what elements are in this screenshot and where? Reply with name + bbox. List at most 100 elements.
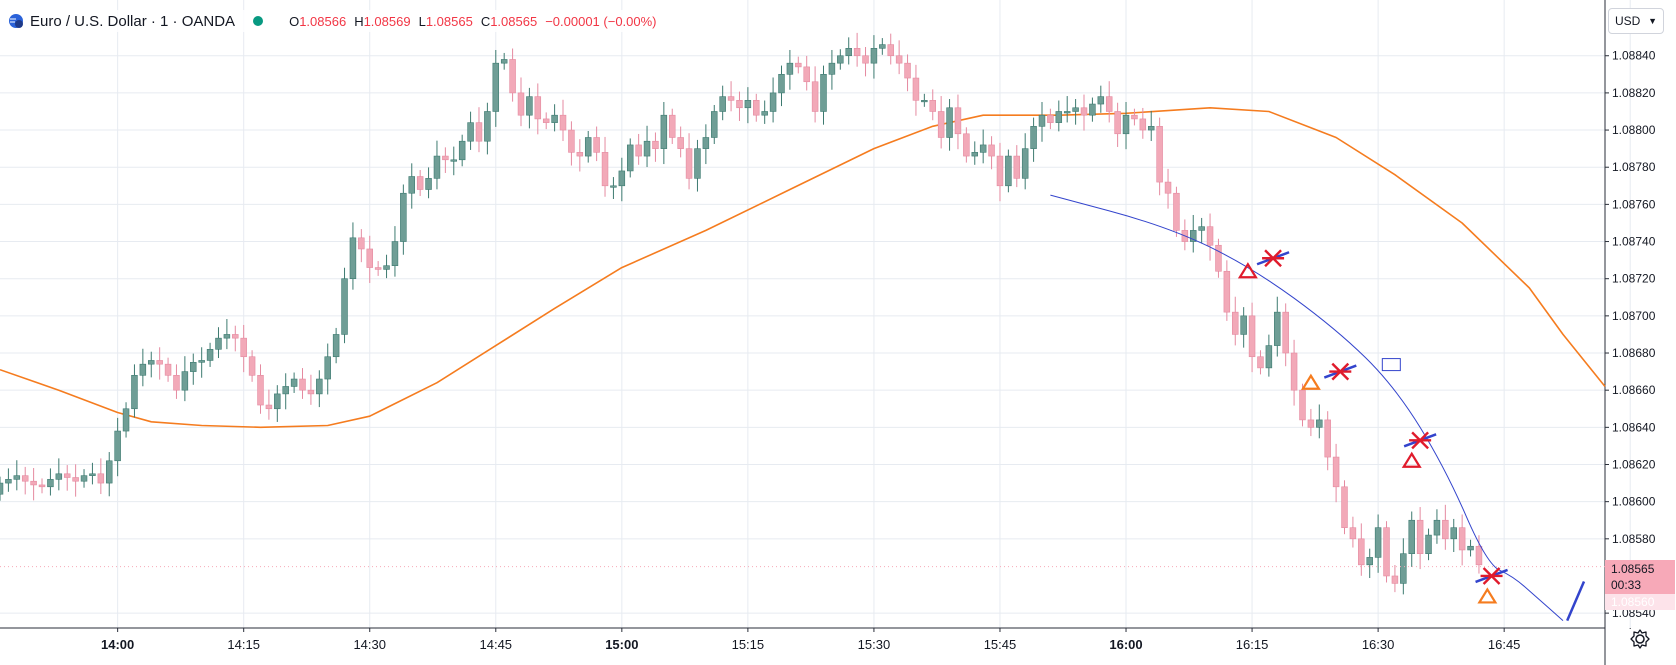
candle [257, 364, 264, 414]
candle [408, 163, 415, 209]
candle [803, 55, 810, 91]
candle [853, 32, 861, 67]
candle [47, 468, 54, 496]
candle [1240, 307, 1247, 348]
candle [971, 141, 979, 165]
candle [1400, 538, 1407, 595]
candle [929, 89, 936, 121]
candle [1383, 521, 1390, 583]
candle-body [937, 111, 945, 138]
candle-body [290, 378, 298, 387]
candle [223, 319, 231, 350]
candle [635, 133, 642, 165]
candle [1072, 99, 1079, 125]
candle-body [1299, 389, 1306, 421]
candle [1433, 509, 1441, 544]
candle [1089, 97, 1096, 122]
candle-body [652, 140, 659, 149]
candle-body [5, 479, 12, 484]
price-tick-label: 1.08700 [1612, 309, 1656, 323]
candle-body [475, 122, 483, 142]
candle-body [1114, 111, 1121, 135]
candle [433, 140, 441, 190]
candle [727, 81, 735, 112]
candle-body [1147, 126, 1155, 131]
candle [5, 468, 12, 492]
open-label: O [289, 13, 300, 29]
symbol-legend: Euro / U.S. Dollar · 1 · OANDA O 1.08566 … [8, 10, 663, 32]
candle-body [786, 62, 794, 75]
candle [72, 464, 79, 497]
candle [862, 47, 869, 77]
time-tick-label: 15:45 [984, 637, 1017, 652]
candle-body [332, 334, 340, 358]
candle [820, 65, 827, 125]
candle-body [1274, 311, 1281, 346]
candle [274, 385, 281, 422]
open-value: 1.08566 [299, 13, 347, 29]
candle-body [1332, 456, 1340, 488]
candle [1257, 350, 1264, 375]
candle [1223, 260, 1231, 321]
candle [736, 91, 743, 121]
candle [669, 108, 676, 144]
candle-body [257, 375, 264, 406]
candle [0, 476, 4, 501]
candle-body [1005, 155, 1012, 187]
candle-body [1156, 126, 1163, 183]
price-tick-label: 1.08720 [1612, 272, 1656, 286]
curve-end-segment [1566, 581, 1586, 622]
candle [534, 83, 542, 135]
candle-body [416, 176, 424, 190]
candle-body [1013, 155, 1021, 179]
candle [500, 52, 508, 70]
candle [769, 77, 777, 123]
candle [122, 402, 130, 438]
settings-gear-icon[interactable] [1628, 627, 1652, 651]
close-label: C [480, 13, 491, 29]
candle [97, 458, 105, 495]
candle [358, 229, 365, 263]
candle [517, 77, 525, 127]
candle-body [1190, 230, 1197, 242]
candle-body [13, 475, 21, 480]
candle-body [248, 356, 256, 376]
candle [89, 462, 96, 485]
candle [1122, 102, 1130, 150]
currency-selector[interactable]: USD ▼ [1608, 8, 1664, 34]
candle-body [601, 152, 609, 187]
low-label: L [418, 13, 426, 29]
candle-body [1206, 226, 1214, 246]
high-value: 1.08569 [363, 13, 411, 29]
candle-body [1105, 96, 1113, 112]
candle [1341, 480, 1348, 535]
candle-body [1164, 181, 1172, 194]
candle-body [795, 62, 802, 68]
candle-body [232, 334, 239, 339]
candle-body [879, 44, 886, 49]
price-tick-label: 1.08640 [1612, 420, 1656, 434]
candle-body [669, 114, 676, 138]
candle-body [954, 107, 962, 135]
candle-body [442, 155, 449, 161]
time-tick-label: 15:30 [858, 637, 891, 652]
candle [963, 127, 970, 163]
time-tick-label: 14:45 [480, 637, 513, 652]
candle-body [761, 111, 768, 116]
candle [870, 35, 878, 79]
candle-body [845, 48, 852, 57]
candle [1358, 523, 1365, 576]
candle-body [484, 111, 491, 142]
candle-body [1366, 557, 1373, 566]
candle-body [820, 74, 827, 112]
candle [1442, 504, 1449, 550]
candle-body [316, 378, 323, 395]
candle-body [1131, 114, 1138, 120]
candle [215, 327, 222, 359]
price-tick-label: 1.08840 [1612, 49, 1656, 63]
symbol-title[interactable]: Euro / U.S. Dollar · 1 · OANDA [30, 12, 236, 30]
candle [979, 129, 987, 164]
candle-body [1072, 107, 1079, 112]
